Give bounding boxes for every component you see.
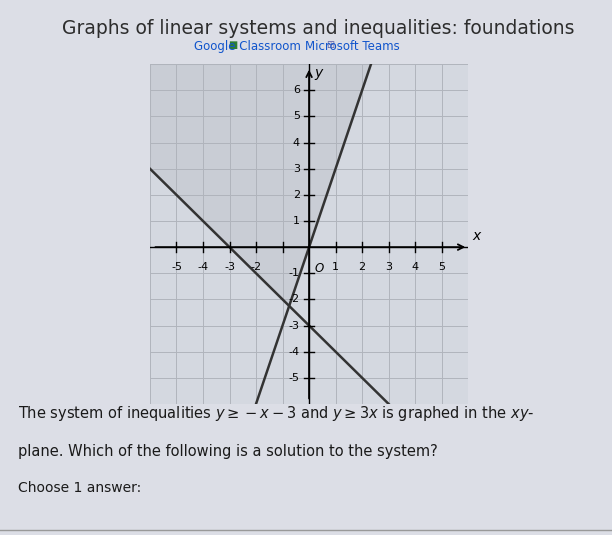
- Text: -5: -5: [289, 373, 300, 383]
- Text: -4: -4: [198, 262, 209, 271]
- Text: 2: 2: [359, 262, 365, 271]
- Text: ■: ■: [228, 40, 237, 50]
- Text: 3: 3: [293, 164, 300, 174]
- Text: 3: 3: [385, 262, 392, 271]
- Text: -1: -1: [289, 268, 300, 278]
- Text: ⊞: ⊞: [326, 40, 335, 50]
- Text: 1: 1: [293, 216, 300, 226]
- Text: plane. Which of the following is a solution to the system?: plane. Which of the following is a solut…: [18, 444, 438, 459]
- Text: 2: 2: [293, 190, 300, 200]
- Text: -3: -3: [289, 320, 300, 331]
- Text: The system of inequalities $y \geq -x - 3$ and $y \geq 3x$ is graphed in the $xy: The system of inequalities $y \geq -x - …: [18, 404, 535, 423]
- Text: y: y: [315, 65, 323, 80]
- Text: 5: 5: [438, 262, 445, 271]
- Text: x: x: [472, 229, 480, 243]
- Text: -4: -4: [289, 347, 300, 357]
- Text: -2: -2: [250, 262, 261, 271]
- Text: Google Classroom: Google Classroom: [195, 40, 301, 53]
- Text: 4: 4: [293, 137, 300, 148]
- Text: -3: -3: [224, 262, 235, 271]
- Text: 6: 6: [293, 86, 300, 95]
- Text: -2: -2: [289, 294, 300, 304]
- Text: Graphs of linear systems and inequalities: foundations: Graphs of linear systems and inequalitie…: [62, 19, 575, 38]
- Text: 5: 5: [293, 111, 300, 121]
- Text: O: O: [315, 262, 324, 274]
- Text: Choose 1 answer:: Choose 1 answer:: [18, 482, 141, 495]
- Text: Microsoft Teams: Microsoft Teams: [305, 40, 399, 53]
- Text: 1: 1: [332, 262, 339, 271]
- Text: -5: -5: [171, 262, 182, 271]
- Text: 4: 4: [412, 262, 419, 271]
